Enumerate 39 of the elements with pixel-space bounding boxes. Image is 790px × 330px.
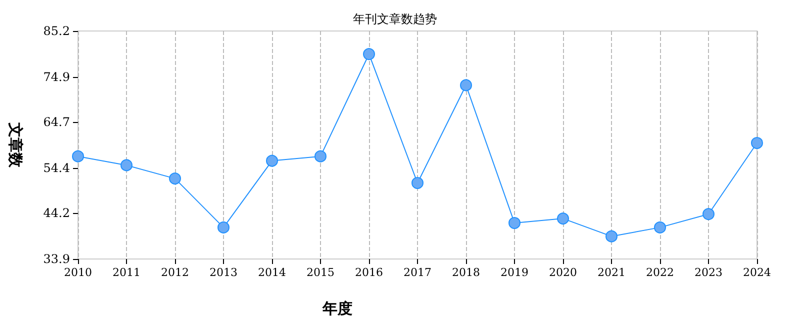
x-tick-label: 2021 [598, 266, 626, 279]
x-tick-label: 2016 [355, 266, 383, 279]
point [606, 230, 618, 242]
point [266, 154, 278, 167]
x-tick-label: 2015 [306, 266, 334, 279]
y-tick-label: 85.2 [43, 24, 70, 38]
point [557, 212, 569, 225]
chart-title: 年刊文章数趋势 [353, 12, 437, 26]
point [412, 177, 424, 189]
x-tick-label: 2012 [161, 266, 189, 279]
y-tick-label: 64.7 [43, 115, 70, 130]
point [508, 217, 520, 229]
x-tick-label: 2018 [452, 266, 480, 279]
point [654, 221, 666, 234]
point [218, 221, 230, 234]
point [72, 150, 84, 162]
x-tick-label: 2020 [549, 266, 577, 279]
x-tick-label: 2013 [210, 266, 238, 279]
y-tick-label: 44.2 [43, 206, 70, 220]
x-axis-title: 年度 [322, 300, 352, 318]
x-tick-label: 2014 [258, 266, 286, 279]
point [751, 137, 763, 149]
y-tick-label: 33.9 [43, 252, 70, 266]
x-tick-label: 2023 [694, 266, 722, 279]
point [702, 208, 714, 220]
y-axis-title: 文章数 [6, 122, 24, 168]
point [120, 159, 132, 172]
x-tick-label: 2010 [64, 266, 92, 279]
x-tick-label: 2022 [646, 266, 674, 279]
x-tick-label: 2017 [404, 266, 432, 279]
point [363, 48, 375, 60]
x-tick-label: 2019 [500, 266, 528, 279]
point [169, 172, 181, 185]
point [314, 150, 326, 162]
x-tick-label: 2011 [112, 266, 140, 279]
x-tick-label: 2024 [743, 266, 771, 279]
y-tick-label: 54.4 [43, 160, 70, 175]
point [460, 79, 472, 92]
y-tick-label: 74.9 [43, 70, 70, 84]
